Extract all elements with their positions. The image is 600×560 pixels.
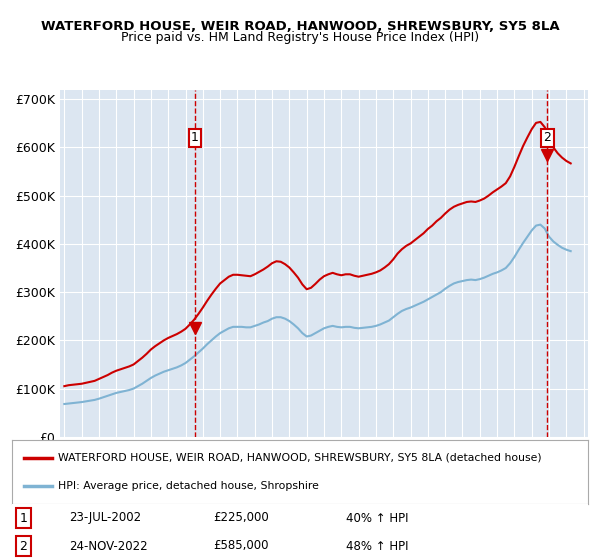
Text: WATERFORD HOUSE, WEIR ROAD, HANWOOD, SHREWSBURY, SY5 8LA: WATERFORD HOUSE, WEIR ROAD, HANWOOD, SHR…: [41, 20, 559, 32]
Text: 23-JUL-2002: 23-JUL-2002: [70, 511, 142, 525]
Text: 2: 2: [544, 132, 551, 144]
Text: 1: 1: [191, 132, 199, 144]
Text: £585,000: £585,000: [214, 539, 269, 553]
Text: 24-NOV-2022: 24-NOV-2022: [70, 539, 148, 553]
Text: 2: 2: [20, 539, 28, 553]
Text: Price paid vs. HM Land Registry's House Price Index (HPI): Price paid vs. HM Land Registry's House …: [121, 31, 479, 44]
Text: HPI: Average price, detached house, Shropshire: HPI: Average price, detached house, Shro…: [58, 481, 319, 491]
Text: 48% ↑ HPI: 48% ↑ HPI: [346, 539, 409, 553]
Text: 1: 1: [20, 511, 28, 525]
Text: WATERFORD HOUSE, WEIR ROAD, HANWOOD, SHREWSBURY, SY5 8LA (detached house): WATERFORD HOUSE, WEIR ROAD, HANWOOD, SHR…: [58, 452, 542, 463]
Text: £225,000: £225,000: [214, 511, 269, 525]
Text: 40% ↑ HPI: 40% ↑ HPI: [346, 511, 409, 525]
